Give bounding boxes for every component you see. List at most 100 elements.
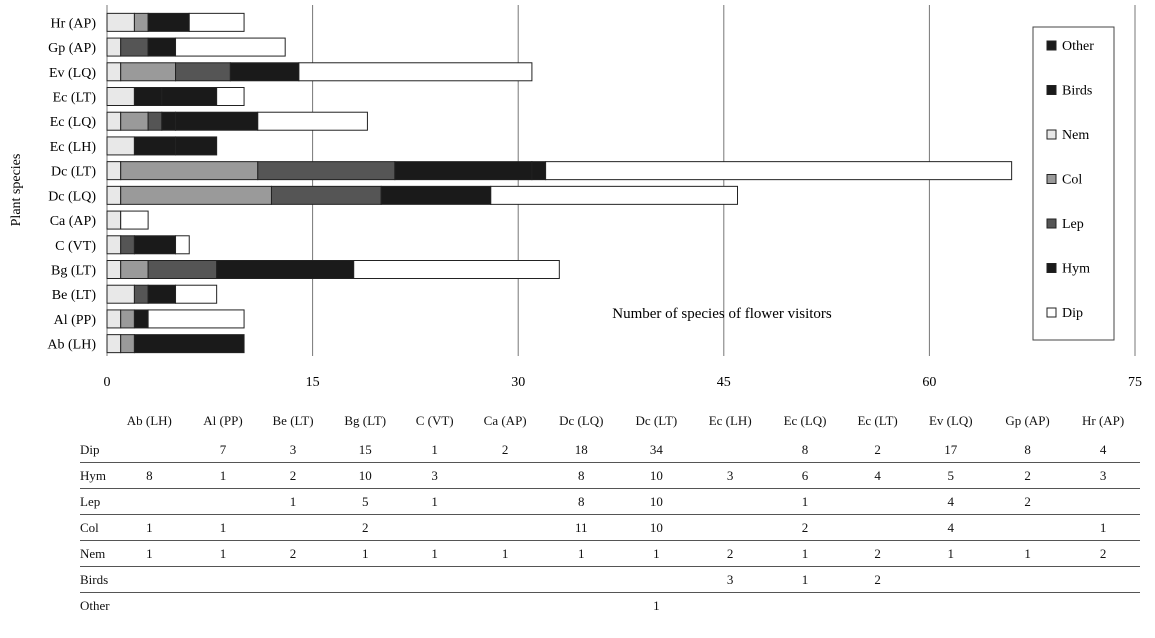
table-cell: 34 (619, 437, 693, 463)
bar-segment-dip (175, 235, 190, 255)
table-column-header: Gp (AP) (1005, 413, 1050, 428)
x-tick-labels: 0 15 30 45 60 75 (104, 375, 1143, 390)
table-row: Dip 7 3 15 1 2 18 34 8 2 17 8 4 (80, 437, 1140, 463)
category-label: Ca (AP) (50, 214, 97, 229)
table-cell: 8 (542, 462, 620, 489)
bar-segment-col (120, 260, 149, 279)
table-row-label: Birds (80, 566, 110, 593)
table-cell (1066, 593, 1140, 619)
table-cell (110, 593, 189, 619)
table-row: Lep 1 5 1 8 10 1 4 2 (80, 488, 1140, 515)
x-tick-label: 45 (717, 375, 731, 390)
table-cell: 1 (467, 540, 543, 567)
table-column-header: Ev (LQ) (928, 413, 973, 428)
bar-segment-hym (133, 334, 245, 354)
bar-segment-nem (106, 12, 135, 32)
table-cell (328, 566, 402, 593)
bar-segment-col (120, 62, 177, 82)
category-label: Ec (LH) (50, 140, 97, 155)
table-cell (467, 462, 543, 489)
bar-segment-dip (353, 260, 560, 279)
table-column-header: Dc (LQ) (559, 413, 604, 428)
y-axis-label: Plant species (9, 154, 24, 227)
legend-label-lep: Lep (1062, 217, 1084, 232)
table-cell: 18 (542, 437, 620, 463)
stacked-bar-chart: Ab (LH) Al (PP) Be (LT) Bg (LT) C (VT) Ca (AP… (9, 5, 1143, 390)
bar-segment-nem (106, 260, 122, 279)
bar-segment-nem (106, 334, 122, 354)
bar-segment-col (120, 111, 149, 131)
table-row: Hym 8 1 2 10 3 8 10 3 6 4 5 2 3 (80, 462, 1140, 489)
bar-segment-hym (147, 37, 177, 57)
table-cell (257, 566, 329, 593)
legend-swatch-dip (1046, 307, 1057, 318)
table-cell (401, 514, 468, 541)
table-cell (542, 566, 620, 593)
bar-segment-hym (133, 309, 149, 329)
bar-segment-lep (270, 185, 382, 205)
table-cell: 1 (767, 566, 843, 593)
bar-segment-nem (106, 161, 122, 181)
table-cell: 1 (619, 540, 693, 567)
bar-segment-lep (175, 62, 231, 82)
bar-segment-lep (257, 161, 396, 181)
table-cell: 1 (328, 540, 402, 567)
legend-label-hym: Hym (1062, 262, 1090, 277)
bar-segment-dip (216, 87, 245, 106)
bar-segment-dip (175, 37, 286, 57)
table-cell (842, 488, 913, 515)
table-cell: 1 (988, 540, 1067, 567)
table-column-header: Al (PP) (203, 413, 243, 428)
bar-segment-dip (147, 309, 245, 329)
table-cell: 1 (110, 514, 189, 541)
bar-segment-col (133, 12, 149, 32)
table-cell (468, 593, 543, 619)
bar-segment-other (531, 161, 547, 181)
table-column-header: Ca (AP) (483, 413, 527, 428)
bar-segment-hym (133, 235, 177, 255)
table-cell: 2 (842, 540, 913, 567)
table-cell: 2 (1066, 540, 1140, 567)
table-cell: 1 (110, 540, 189, 567)
table-cell: 2 (842, 437, 913, 463)
table-cell: 1 (767, 540, 843, 567)
table-cell (619, 566, 693, 593)
table-row-label: Lep (80, 488, 110, 515)
x-tick-label: 30 (511, 375, 525, 390)
category-labels: Ab (LH) Al (PP) Be (LT) Bg (LT) C (VT) Ca (AP… (47, 16, 96, 352)
table-cell: 3 (401, 462, 468, 489)
bar-segment-lep (147, 111, 163, 131)
category-label: Bg (LT) (51, 264, 96, 279)
table-cell (543, 593, 620, 619)
table-cell (329, 593, 402, 619)
bar-segment-col (120, 185, 272, 205)
table-corner (80, 405, 110, 437)
table-cell: 2 (842, 566, 913, 593)
bar-segment-nem (106, 284, 135, 304)
table-cell (912, 566, 989, 593)
table-cell: 8 (988, 437, 1067, 463)
category-label: Be (LT) (52, 288, 97, 303)
table-cell: 4 (912, 514, 989, 541)
bar-segment-hym (147, 284, 177, 304)
table-row-label: Other (80, 597, 110, 613)
table-cell: 4 (1066, 437, 1140, 463)
table-cell: 1 (188, 540, 258, 567)
table-cell: 2 (467, 437, 543, 463)
x-tick-label: 15 (306, 375, 320, 390)
table-cell: 10 (619, 462, 693, 489)
table-column-header: Be (LT) (272, 413, 314, 428)
table-row: Nem 1 1 2 1 1 1 1 1 2 1 2 1 1 2 (80, 540, 1140, 567)
legend-label-other: Other (1062, 39, 1094, 54)
table-body: Dip 7 3 15 1 2 18 34 8 2 17 8 4 Hym 8 1 2 10 3 8 10 3 6 4 5 2 3 Lep… (80, 437, 1140, 618)
bar-segment-nem (106, 37, 122, 57)
legend-label-col: Col (1062, 173, 1082, 188)
table-cell (692, 437, 768, 463)
table-column-header: Ab (LH) (126, 413, 172, 428)
table-cell (401, 566, 468, 593)
bar-segment-nem (106, 185, 122, 205)
legend-label-dip: Dip (1062, 306, 1083, 321)
chart-annotation: Number of species of flower visitors (612, 306, 832, 322)
bar-segment-nem (106, 111, 122, 131)
x-tick-label: 60 (922, 375, 936, 390)
